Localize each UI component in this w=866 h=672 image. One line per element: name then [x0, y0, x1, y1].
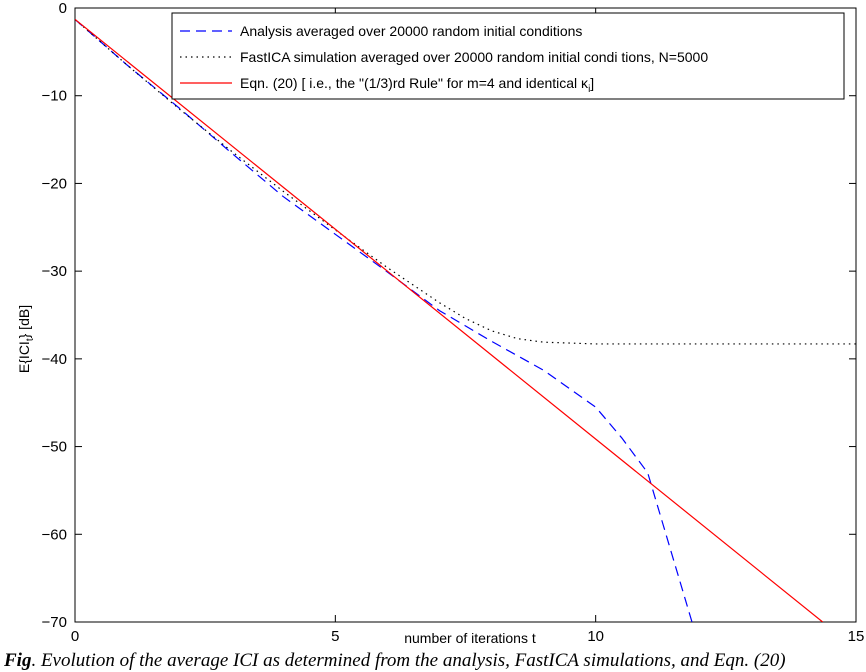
chart: 0 5 10 15 0 −10 −20 −30 −40 −50 −60 −70 number of …: [16, 0, 865, 646]
y-axis-label-rest: } [dB]: [16, 305, 32, 338]
x-tick-label: 5: [331, 628, 339, 645]
caption-separator: .: [31, 650, 41, 671]
legend-box: [171, 12, 845, 100]
y-tick-label: −70: [42, 614, 67, 631]
y-tick-label: −50: [42, 439, 67, 456]
y-axis-label: E{ICIt} [dB]: [16, 305, 36, 373]
y-axis-label-main: E{ICI: [16, 341, 32, 373]
legend-label-3: Eqn. (20) [ i.e., the "(1/3)rd Rule" for…: [240, 75, 594, 95]
series-line-2: [75, 18, 856, 345]
y-tick-label: −40: [42, 351, 67, 368]
x-tick-label: 0: [71, 628, 79, 645]
y-tick-label: 0: [59, 0, 67, 17]
caption-text: Evolution of the average ICI as determin…: [40, 650, 786, 671]
series-line-3: [75, 18, 824, 622]
y-tick-label: −10: [42, 88, 67, 105]
y-tick-label: −30: [42, 263, 67, 280]
caption-label: Fig: [4, 650, 32, 671]
legend: Analysis averaged over 20000 random init…: [171, 12, 845, 100]
y-tick-label: −60: [42, 526, 67, 543]
legend-label-1: Analysis averaged over 20000 random init…: [240, 23, 582, 39]
y-tick-label: −20: [42, 175, 67, 192]
x-tick-label: 15: [848, 628, 865, 645]
x-axis-label: number of iterations t: [404, 630, 536, 646]
x-tick-label: 10: [587, 628, 604, 645]
axes-frame: [74, 7, 857, 623]
plot-area: [75, 18, 856, 622]
y-axis-label-sub: t: [25, 338, 36, 341]
series-line-1: [75, 18, 693, 622]
legend-label-2: FastICA simulation averaged over 20000 r…: [240, 49, 708, 65]
axes-box: [74, 7, 857, 623]
x-axis: 0 5 10 15: [71, 8, 865, 645]
figure-caption: Fig. Evolution of the average ICI as det…: [4, 650, 864, 672]
y-axis: 0 −10 −20 −30 −40 −50 −60 −70: [42, 0, 856, 631]
